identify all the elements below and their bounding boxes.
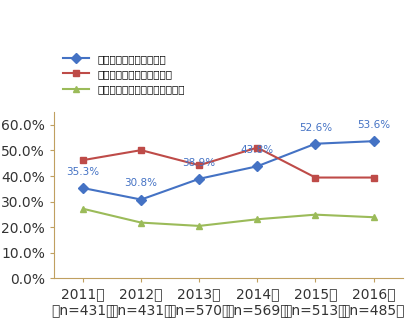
Text: 53.6%: 53.6% [357,120,390,130]
Line: 社内コミュニケーションの強化: 社内コミュニケーションの強化 [80,205,377,229]
社内コミュニケーションの強化 [81,207,85,211]
Text: 35.3%: 35.3% [66,167,100,177]
社内コミュニケーションの強化 [139,221,144,225]
Text: 30.8%: 30.8% [124,179,158,188]
システム基盤全体の効率化 [139,148,144,152]
社内コミュニケーションの強化 [313,213,318,217]
システム基盤全体の効率化 [81,158,85,162]
社内コミュニケーションの強化 [371,215,376,219]
情報セキュリティの強化 [255,164,260,168]
Line: 情報セキュリティの強化: 情報セキュリティの強化 [80,138,377,203]
情報セキュリティの強化 [371,139,376,143]
システム基盤全体の効率化 [255,146,260,149]
システム基盤全体の効率化 [197,163,202,167]
システム基盤全体の効率化 [371,176,376,180]
社内コミュニケーションの強化 [197,224,202,228]
情報セキュリティの強化 [81,186,85,190]
Text: 38.9%: 38.9% [183,158,216,168]
システム基盤全体の効率化 [313,176,318,180]
Line: システム基盤全体の効率化: システム基盤全体の効率化 [80,144,377,181]
情報セキュリティの強化 [313,142,318,146]
情報セキュリティの強化 [139,198,144,202]
Legend: 情報セキュリティの強化, システム基盤全体の効率化, 社内コミュニケーションの強化: 情報セキュリティの強化, システム基盤全体の効率化, 社内コミュニケーションの強… [59,50,189,99]
Text: 52.6%: 52.6% [299,123,332,132]
Text: 43.8%: 43.8% [241,145,274,155]
情報セキュリティの強化 [197,177,202,181]
社内コミュニケーションの強化 [255,217,260,221]
